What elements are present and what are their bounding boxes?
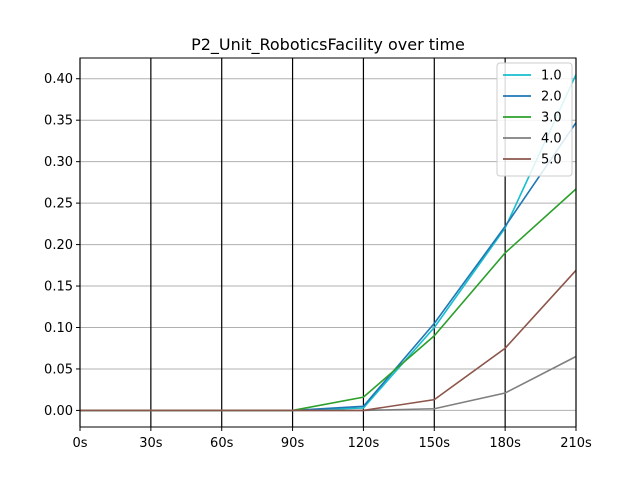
x-axis: 0s 30s 60s 90s 120s 150s 180s 210s (72, 427, 592, 451)
legend-label-2: 2.0 (541, 90, 562, 105)
legend-label-5: 5.0 (541, 153, 562, 168)
x-tick-label: 90s (281, 436, 305, 451)
legend-label-4: 4.0 (541, 132, 562, 147)
x-tick-label: 60s (210, 436, 234, 451)
x-tick-label: 210s (560, 436, 592, 451)
series-line-5 (80, 269, 577, 412)
y-tick-label: 0.20 (44, 238, 73, 253)
chart-title: P2_Unit_RoboticsFacility over time (191, 35, 465, 55)
series-lines (80, 74, 577, 412)
legend-label-3: 3.0 (541, 111, 562, 126)
x-tick-label: 0s (72, 436, 87, 451)
y-tick-label: 0.25 (44, 197, 73, 212)
x-tick-label: 30s (139, 436, 163, 451)
series-line-3 (80, 188, 577, 412)
legend-box (496, 62, 573, 177)
series-line-4 (80, 355, 577, 412)
y-tick-label: 0.10 (44, 321, 73, 336)
y-tick-label: 0.35 (44, 114, 73, 129)
y-tick-label: 0.15 (44, 280, 73, 295)
y-tick-label: 0.05 (44, 362, 73, 377)
legend-label-1: 1.0 (541, 69, 562, 84)
legend: 1.0 2.0 3.0 4.0 5.0 (496, 62, 573, 177)
x-tick-label: 150s (418, 436, 450, 451)
y-tick-label: 0.40 (44, 72, 73, 87)
x-tick-label: 120s (348, 436, 380, 451)
y-axis: 0.00 0.05 0.10 0.15 0.20 0.25 0.30 0.35 0.40 (44, 72, 80, 419)
y-tick-label: 0.30 (44, 155, 73, 170)
x-tick-label: 180s (489, 436, 521, 451)
plot-frame (79, 57, 577, 428)
y-tick-label: 0.00 (44, 404, 73, 419)
